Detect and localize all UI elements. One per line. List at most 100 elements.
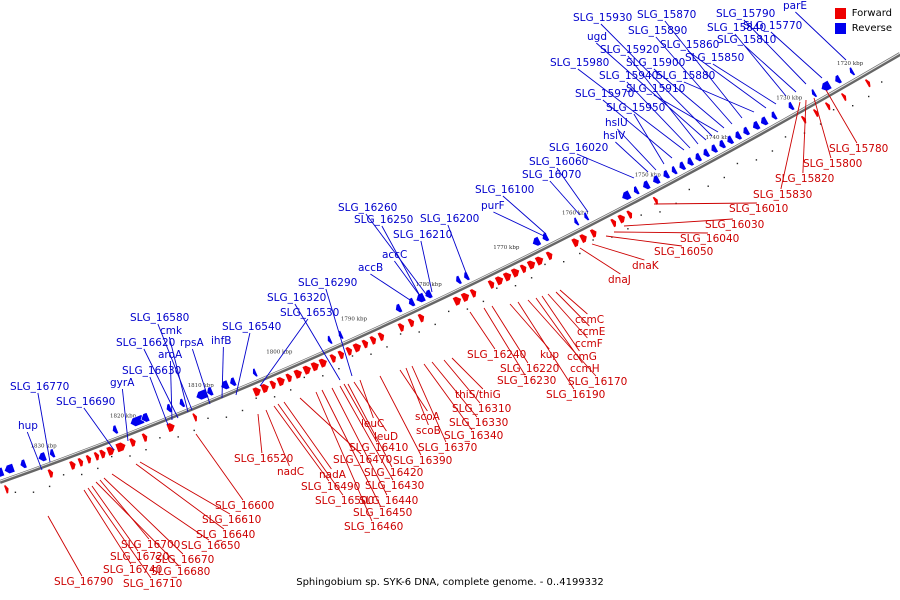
reverse-gene-arrow	[0, 466, 6, 478]
gene-label: SLG_16530	[280, 307, 339, 319]
gene-label: SLG_15770	[743, 20, 802, 32]
scale-tick	[707, 185, 709, 187]
scale-tick	[193, 429, 195, 432]
leader-line	[615, 141, 649, 173]
leader-line	[149, 376, 169, 426]
reverse-gene-arrow	[788, 100, 796, 111]
leader-line	[509, 303, 550, 350]
forward-gene-arrow	[275, 376, 286, 387]
leader-line	[493, 211, 545, 237]
leader-line	[602, 99, 673, 159]
scale-tick	[819, 123, 822, 125]
scale-tick	[544, 263, 546, 266]
reverse-gene-arrow	[395, 303, 404, 314]
forward-gene-arrow	[501, 271, 512, 283]
gene-label: SLG_15930	[573, 12, 632, 24]
reverse-gene-arrow	[583, 211, 591, 222]
gene-label: SLG_16190	[546, 389, 605, 401]
scale-label: 1770 kbp	[493, 245, 520, 251]
gene-label: SLG_15970	[575, 88, 634, 100]
scale-label: 1740 kbp	[706, 135, 733, 141]
forward-gene-arrow	[494, 275, 504, 287]
leader-line	[294, 303, 341, 381]
gene-label: leuD	[374, 431, 398, 443]
leader-line	[191, 348, 211, 405]
gene-label: ccmF	[575, 338, 603, 350]
leader-line	[555, 291, 590, 327]
forward-gene-arrow	[92, 451, 100, 462]
gene-label: SLG_16240	[467, 349, 526, 361]
gene-label: SLG_16580	[130, 312, 189, 324]
gene-label: SLG_16230	[497, 375, 556, 387]
gene-label: SLG_16010	[729, 203, 788, 215]
leader-line	[139, 461, 231, 515]
forward-gene-arrow	[360, 339, 369, 350]
leader-line	[121, 388, 129, 442]
gene-label: SLG_15910	[626, 83, 685, 95]
reverse-gene-arrow	[49, 448, 57, 459]
leader-line	[744, 45, 797, 93]
leader-line	[169, 360, 173, 421]
gene-label: SLG_16520	[234, 453, 293, 465]
scale-tick	[723, 176, 725, 179]
forward-gene-arrow	[864, 78, 872, 89]
reverse-gene-arrow	[694, 151, 703, 163]
gene-label: SLG_16260	[338, 202, 397, 214]
legend-label-reverse: Reverse	[851, 23, 892, 34]
leader-line	[315, 391, 373, 522]
leader-line	[795, 11, 847, 61]
gene-label: nadA	[319, 469, 347, 481]
leader-line	[370, 273, 411, 301]
gene-label: SLG_15880	[656, 70, 715, 82]
reverse-gene-arrow	[37, 451, 48, 462]
scale-tick	[351, 355, 354, 357]
gene-label: SLG_16170	[568, 376, 627, 388]
gene-label: ccmG	[567, 351, 597, 363]
forward-gene-arrow	[344, 346, 353, 357]
forward-gene-arrow	[165, 422, 176, 433]
forward-gene-arrow	[525, 259, 536, 271]
forward-swatch	[834, 8, 846, 19]
gene-label: SLG_15800	[803, 158, 862, 170]
gene-label: SLG_15870	[637, 9, 696, 21]
leader-line	[825, 89, 858, 144]
gene-label: SLG_15890	[628, 25, 687, 37]
forward-gene-arrow	[376, 331, 385, 342]
gene-label: SLG_15830	[753, 189, 812, 201]
gene-label: SLG_15820	[775, 173, 834, 185]
leader-line	[576, 153, 635, 179]
leader-line	[331, 387, 388, 496]
gene-label: SLG_16710	[123, 578, 182, 590]
gene-label: SLG_16020	[549, 142, 608, 154]
scale-label: 1830 kbp	[31, 444, 58, 450]
reverse-gene-arrow	[541, 231, 551, 242]
leader-line	[321, 389, 382, 508]
gene-label: cmk	[160, 325, 183, 337]
forward-gene-arrow	[544, 250, 554, 262]
forward-gene-arrow	[459, 292, 470, 303]
scale-tick	[868, 95, 870, 98]
forward-gene-arrow	[105, 445, 116, 457]
scale-tick	[496, 287, 498, 289]
gene-label: SLG_16060	[529, 156, 588, 168]
leader-line	[596, 42, 707, 141]
leader-line	[399, 369, 428, 412]
leader-line	[265, 409, 290, 467]
leader-line	[347, 383, 393, 468]
scale-label: 1820 kbp	[110, 414, 137, 420]
reverse-gene-arrow	[112, 424, 120, 435]
scale-tick	[563, 261, 565, 263]
reverse-gene-arrow	[206, 386, 215, 397]
forward-gene-arrow	[486, 279, 495, 290]
forward-gene-arrow	[84, 454, 92, 465]
reverse-gene-arrow	[662, 169, 671, 180]
leader-line	[283, 401, 332, 470]
gene-label: SLG_15900	[626, 57, 685, 69]
gene-label: scoB	[416, 425, 441, 437]
forward-gene-arrow	[578, 233, 588, 244]
gene-label: SLG_16210	[393, 229, 452, 241]
forward-gene-arrow	[509, 267, 520, 279]
scale-tick	[225, 416, 228, 418]
scale-tick	[784, 136, 787, 138]
gene-label: SLG_15950	[606, 102, 665, 114]
